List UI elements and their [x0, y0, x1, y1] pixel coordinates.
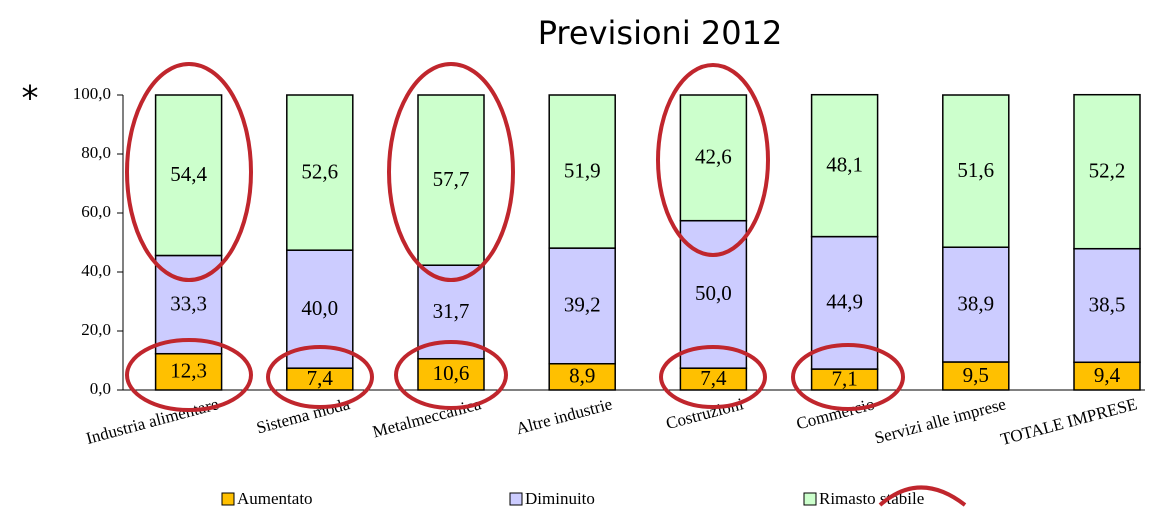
- bar-segment: [417, 94, 485, 266]
- data-label: 39,2: [564, 293, 601, 317]
- chart-title: Previsioni 2012: [538, 14, 783, 52]
- y-tick-label: 0,0: [90, 379, 111, 398]
- data-label: 12,3: [170, 359, 207, 383]
- y-tick-label: 20,0: [81, 320, 111, 339]
- bar-segment: [942, 361, 1010, 391]
- highlight-ellipse: [125, 62, 253, 282]
- legend-label: Diminuito: [525, 489, 595, 508]
- data-label: 57,7: [433, 167, 470, 191]
- bar-segment: [1073, 247, 1141, 364]
- bar-segment: [679, 94, 748, 222]
- highlight-ellipse: [659, 345, 767, 409]
- x-tick-label: TOTALE IMPRESE: [998, 394, 1139, 449]
- data-label: 9,4: [1094, 363, 1121, 387]
- legend-label: Aumentato: [237, 489, 313, 508]
- data-label: 7,1: [831, 366, 857, 390]
- data-label: 40,0: [301, 296, 338, 320]
- data-label: 50,0: [695, 281, 732, 305]
- data-label: 51,6: [957, 158, 994, 182]
- highlight-ellipse: [394, 340, 508, 410]
- legend-swatch: [803, 492, 817, 506]
- data-label: 48,1: [826, 152, 863, 176]
- y-tick-label: 100,0: [73, 84, 111, 103]
- y-tick-label: 40,0: [81, 261, 111, 280]
- x-tick-label: Altre industrie: [514, 394, 614, 438]
- bar-segment: [286, 94, 354, 251]
- data-label: 42,6: [695, 145, 732, 169]
- bar-segment: [942, 94, 1010, 248]
- data-label: 7,4: [700, 366, 727, 390]
- legend-label: Rimasto stabile: [819, 489, 924, 508]
- data-label: 52,2: [1089, 159, 1126, 183]
- bar-segment: [1073, 93, 1141, 250]
- data-label: 9,5: [963, 363, 989, 387]
- data-label: 7,4: [307, 366, 334, 390]
- data-label: 38,5: [1089, 292, 1126, 316]
- x-tick-label: Sistema moda: [254, 394, 352, 437]
- legend-swatch: [221, 492, 235, 506]
- data-label: 52,6: [301, 159, 338, 183]
- highlight-arc: [878, 485, 967, 507]
- bar-segment: [810, 93, 879, 238]
- y-tick-label: 80,0: [81, 143, 111, 162]
- data-label: 38,9: [957, 291, 994, 315]
- data-label: 31,7: [433, 299, 470, 323]
- data-label: 33,3: [170, 291, 207, 315]
- annotation: *: [22, 79, 39, 119]
- bar-segment: [154, 94, 223, 257]
- highlight-ellipse: [387, 62, 515, 282]
- data-label: 44,9: [826, 290, 863, 314]
- legend-swatch: [509, 492, 523, 506]
- y-tick-label: 60,0: [81, 202, 111, 221]
- data-label: 54,4: [170, 162, 207, 186]
- bar-segment: [548, 362, 616, 391]
- highlight-ellipse: [125, 338, 253, 412]
- highlight-ellipse: [791, 343, 905, 411]
- data-label: 10,6: [433, 361, 470, 385]
- x-tick-label: Servizi alle imprese: [873, 394, 1008, 447]
- data-label: 51,9: [564, 158, 601, 182]
- plot-area: 0,020,040,060,080,0100,012,333,354,4Indu…: [73, 84, 1145, 508]
- highlight-ellipse: [266, 345, 374, 409]
- bar-segment: [1073, 361, 1141, 391]
- bar-segment: [548, 247, 616, 365]
- highlight-ellipse: [656, 63, 770, 257]
- highlight-ellipses: [125, 62, 967, 507]
- data-label: 8,9: [569, 364, 595, 388]
- bar-segment: [548, 94, 616, 249]
- x-tick-label: Metalmeccanica: [371, 394, 484, 441]
